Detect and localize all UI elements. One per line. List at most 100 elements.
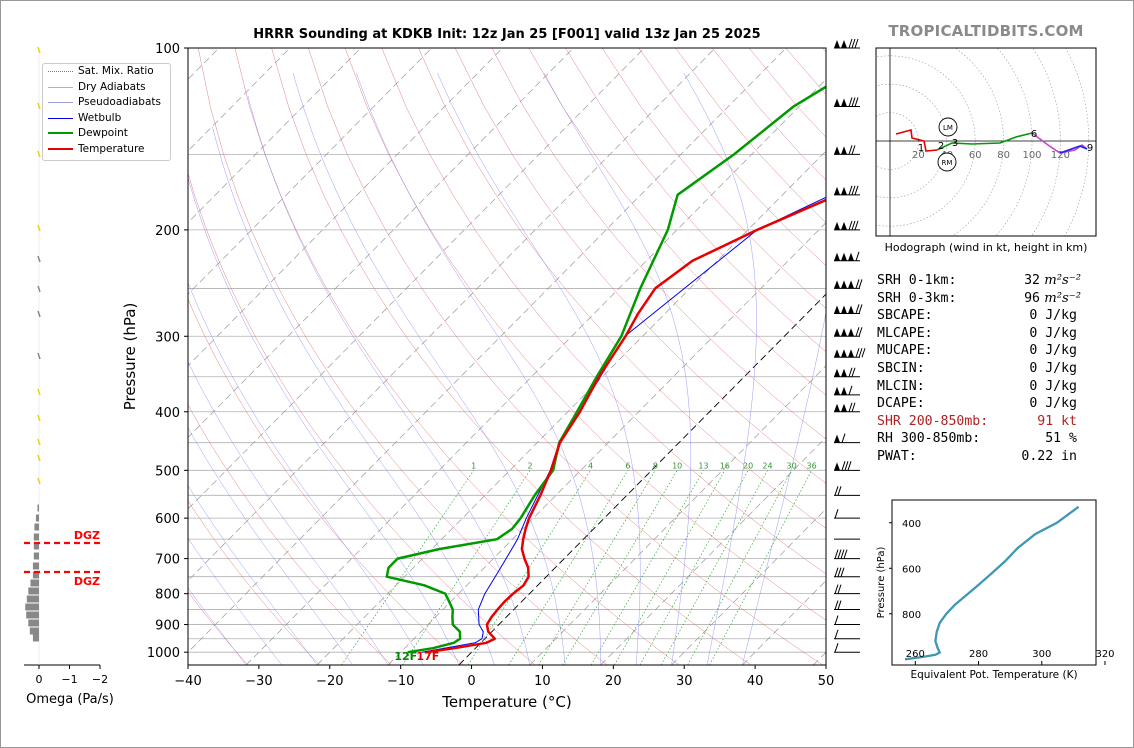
dry-adiabat — [528, 48, 826, 396]
pseudoadiabat — [188, 361, 389, 665]
omega-bar — [28, 587, 39, 595]
omega-bar — [26, 611, 39, 619]
mixing-ratio-label: 1 — [471, 461, 476, 470]
param-row: DCAPE: 0 J/kg — [877, 395, 1081, 413]
wind-barb-feather — [858, 279, 863, 289]
omega-bar — [37, 285, 41, 293]
mixing-ratio-line — [639, 470, 749, 665]
mixing-ratio-label: 2 — [528, 461, 533, 470]
omega-bar — [37, 388, 41, 396]
wind-barb-feather — [855, 348, 860, 358]
wind-barb-flag — [841, 403, 847, 412]
wind-barb-feather — [854, 220, 859, 231]
y-tick-label: 300 — [155, 330, 180, 345]
dry-adiabat — [565, 48, 826, 353]
wind-barb-feather — [841, 461, 846, 471]
param-label: SRH 0-1km: — [877, 273, 957, 288]
param-value: 0 J/kg — [1029, 396, 1077, 412]
param-label: DCAPE: — [877, 396, 925, 412]
dry-adiabat — [234, 48, 680, 665]
temperature-line — [426, 198, 826, 654]
isotherm-line — [458, 293, 826, 665]
omega-bar — [37, 454, 41, 462]
hodograph-ring-label: 20 — [912, 150, 925, 161]
storm-motion-rm-marker — [937, 152, 957, 172]
wind-barb-feather — [834, 567, 839, 577]
wind-barb-flag — [841, 221, 847, 230]
hodograph-ring-label: 120 — [1051, 150, 1070, 161]
hodograph-ring-label: 100 — [1022, 150, 1041, 161]
wind-barb-flag — [841, 98, 847, 107]
wind-barb-feather — [848, 97, 853, 107]
mixing-ratio-label: 36 — [806, 461, 816, 470]
wind-barb-feather — [855, 251, 860, 261]
x-tick-label: 10 — [534, 674, 551, 689]
x-tick-label: −40 — [174, 674, 201, 689]
wind-barb-feather — [854, 97, 859, 107]
theta-e-x-tick-label: 280 — [969, 649, 988, 660]
mixing-ratio-label: 4 — [588, 461, 593, 470]
dry-adiabat — [271, 48, 752, 665]
wind-barb — [834, 251, 860, 262]
omega-x-axis-label: Omega (Pa/s) — [26, 692, 114, 707]
y-tick-label: 700 — [155, 553, 180, 568]
wind-barb-feather — [851, 220, 856, 231]
theta-e-line — [904, 505, 1080, 661]
surface-dewpoint-label: 12F — [394, 650, 417, 663]
dry-adiabat — [197, 48, 608, 665]
wind-barb-feather — [834, 508, 839, 519]
wind-barb-feather — [848, 220, 853, 231]
dry-adiabat — [491, 48, 826, 440]
dry-adiabat — [344, 48, 826, 621]
wind-barb-flag — [834, 146, 840, 155]
wind-barb — [834, 145, 860, 155]
wind-barb-flag — [848, 280, 854, 289]
hodograph-caption: Hodograph (wind in kt, height in km) — [884, 241, 1088, 254]
y-tick-label: 500 — [155, 464, 180, 479]
theta-e-y-tick-label: 400 — [902, 519, 921, 530]
mixing-ratio-label: 13 — [698, 461, 708, 470]
hodograph-height-label: 6 — [1031, 129, 1037, 140]
isotherm-line — [671, 508, 826, 665]
wind-barb-flag — [834, 186, 840, 195]
x-tick-label: −10 — [387, 674, 414, 689]
mixing-ratio-line — [402, 470, 531, 665]
omega-bar — [37, 310, 41, 318]
wind-barb — [834, 385, 860, 396]
wind-barb — [834, 584, 860, 595]
wind-barb-feather — [855, 304, 860, 314]
wind-barb-flag — [841, 386, 847, 395]
param-row: SHR 200-850mb: 91 kt — [877, 413, 1081, 431]
param-label: MUCAPE: — [877, 343, 933, 359]
brand-watermark: TROPICALTIDBITS.COM — [888, 22, 1084, 40]
dry-adiabat — [601, 48, 826, 309]
wind-barb — [834, 304, 863, 314]
theta-e-frame — [891, 499, 1097, 666]
omega-bar — [34, 523, 39, 531]
wind-barb — [834, 567, 860, 578]
mixing-ratio-label: 24 — [762, 461, 772, 470]
wind-barb-feather — [847, 461, 852, 471]
wind-barb-feather — [837, 486, 842, 496]
dry-adiabat — [188, 172, 536, 665]
dry-adiabat — [188, 500, 320, 665]
wind-barb-flag — [834, 328, 840, 337]
isotherm-line — [316, 150, 826, 665]
omega-bar — [26, 595, 39, 603]
param-label: SBCIN: — [877, 360, 925, 376]
omega-bar — [37, 224, 41, 232]
legend-entry-pseudoadiabats: Pseudoadiabats — [43, 95, 170, 111]
omega-bar — [37, 438, 41, 446]
wind-barb-feather — [840, 549, 845, 559]
legend-entry-temperature: Temperature — [43, 142, 170, 158]
omega-bar — [37, 352, 41, 360]
pseudoadiabat — [188, 537, 282, 665]
wind-barb — [834, 600, 860, 611]
wind-barb-feather — [858, 327, 863, 337]
omega-bar — [32, 562, 39, 570]
x-tick-label: 0 — [467, 674, 475, 689]
param-label: PWAT: — [877, 448, 917, 464]
wind-barb-feather — [851, 97, 856, 107]
wind-barb-feather — [855, 279, 860, 289]
wind-barb-feather — [855, 327, 860, 337]
